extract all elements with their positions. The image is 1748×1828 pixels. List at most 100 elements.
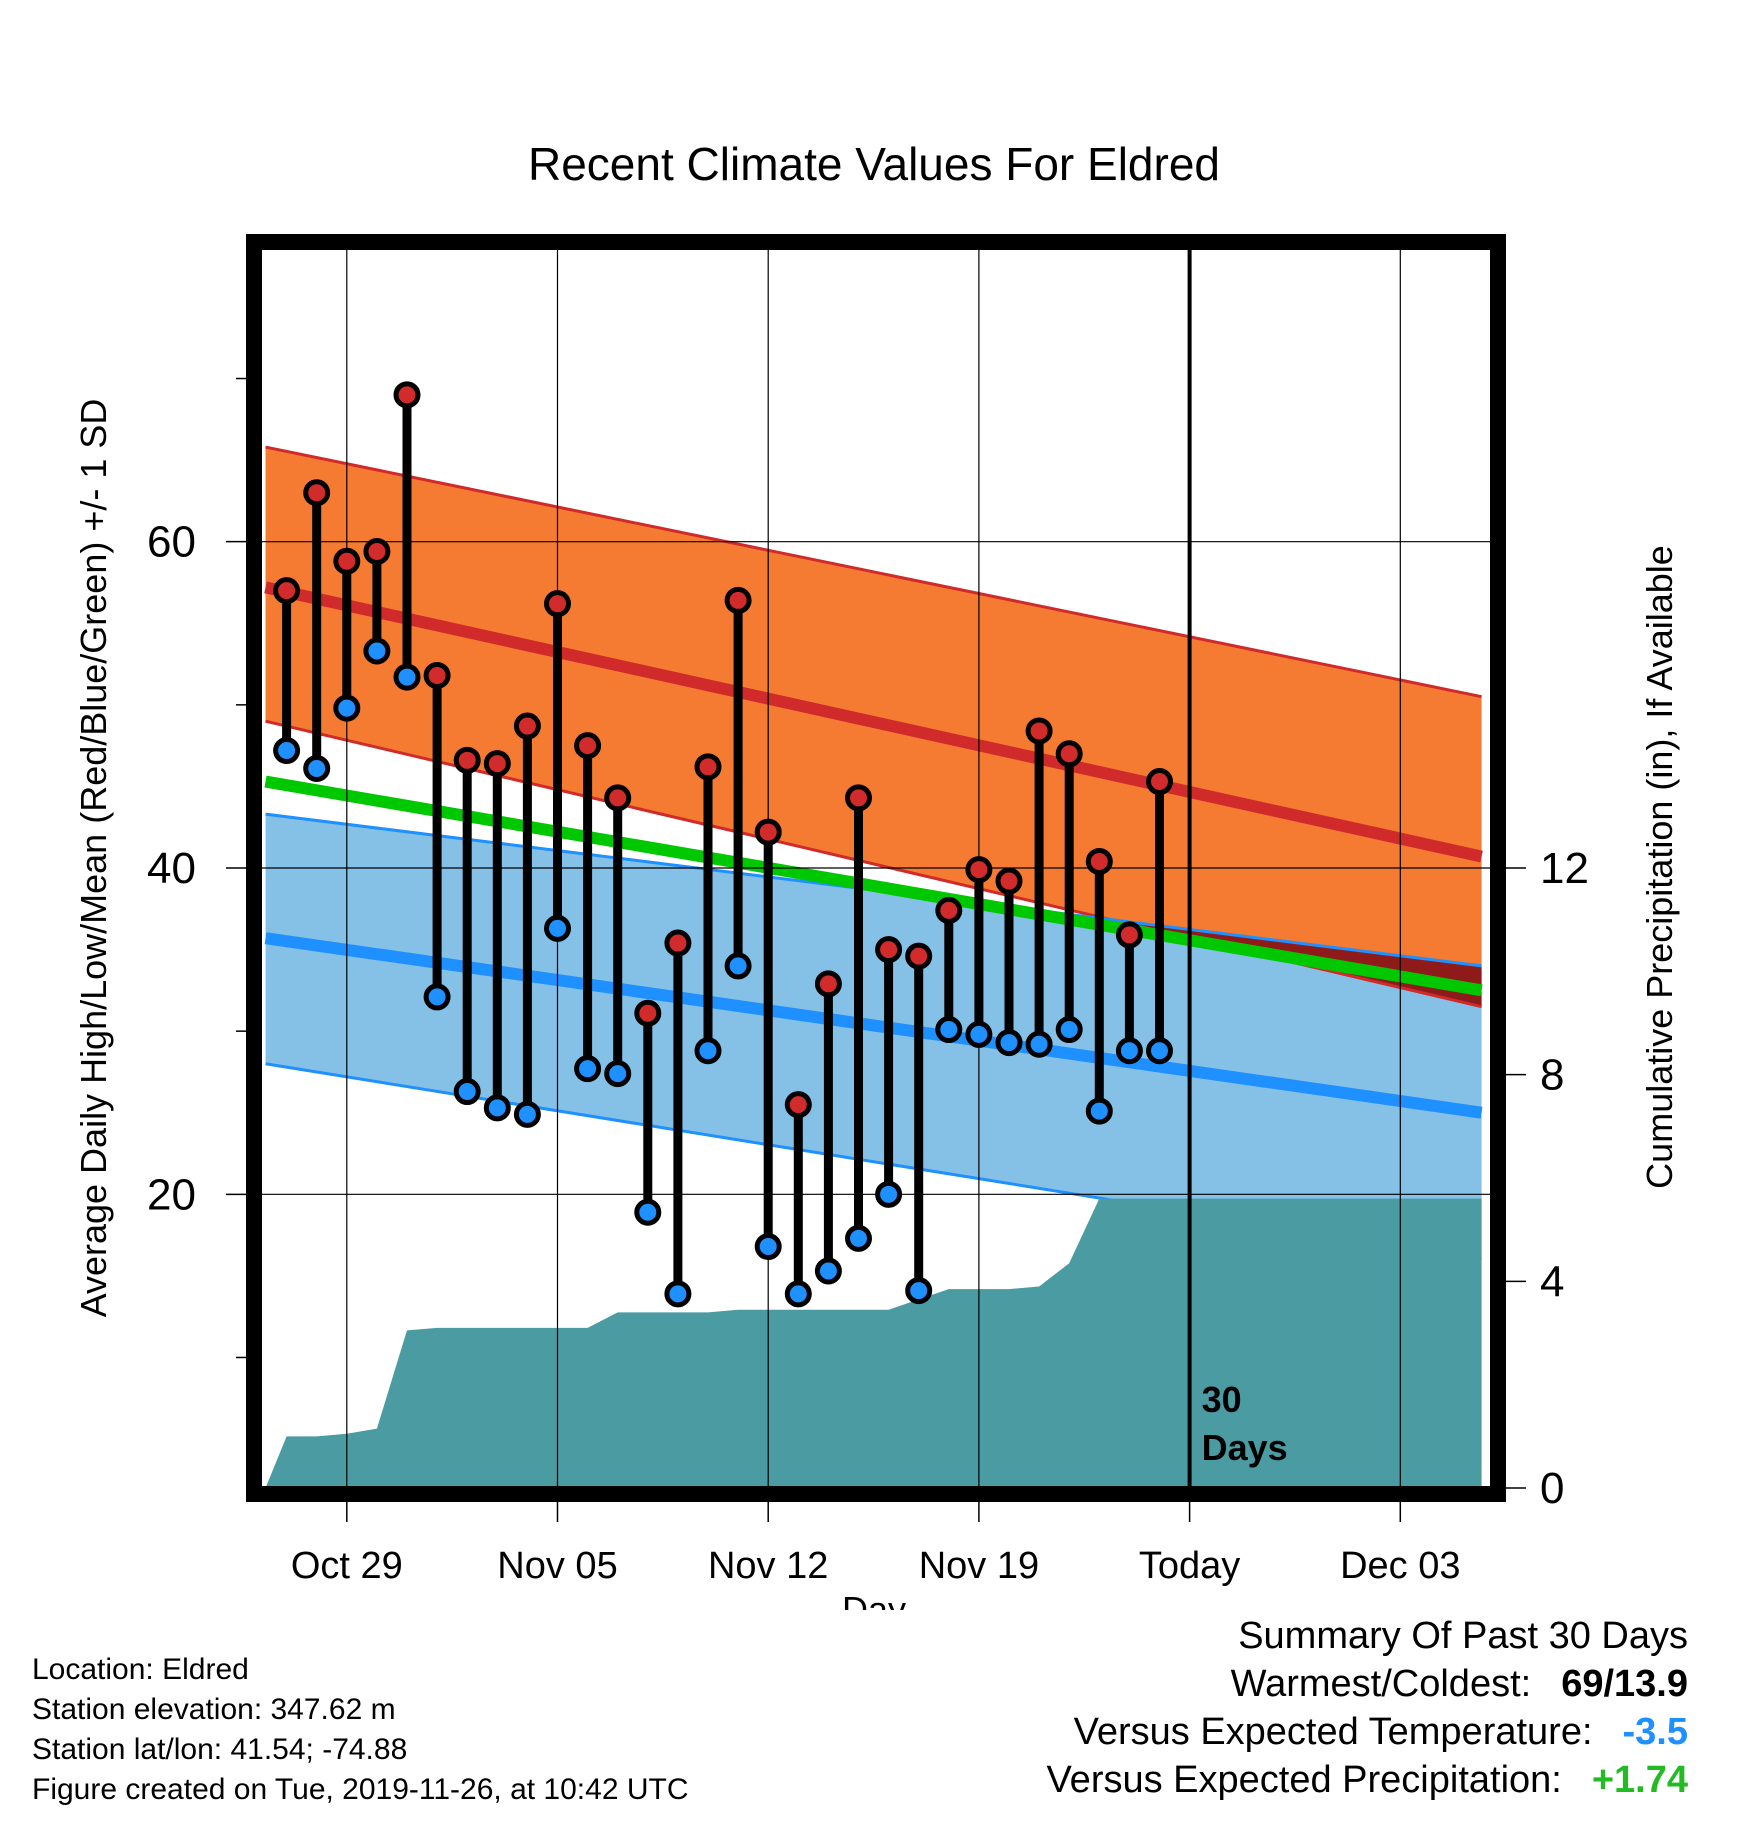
daily-high-point (784, 1091, 812, 1119)
daily-high-point (875, 936, 903, 964)
y2-axis-label: Cumulative Precipitation (in), If Availa… (1639, 545, 1680, 1189)
y-tick-label: 20 (147, 1170, 196, 1219)
daily-high-point (1025, 717, 1053, 745)
warmest-label: Warmest/Coldest: (1230, 1663, 1532, 1705)
daily-low-point (483, 1094, 511, 1122)
created-text: Figure created on Tue, 2019-11-26, at 10… (32, 1773, 689, 1806)
daily-high-point (905, 942, 933, 970)
temp-label: Versus Expected Temperature: (1073, 1711, 1593, 1753)
chart-title: Recent Climate Values For Eldred (528, 138, 1220, 190)
daily-high-point (574, 732, 602, 760)
x-tick-label: Nov 12 (708, 1545, 828, 1587)
temp-value: -3.5 (1622, 1711, 1688, 1753)
daily-high-point (363, 537, 391, 565)
elevation-text: Station elevation: 347.62 m (32, 1693, 396, 1726)
daily-high-point (664, 929, 692, 957)
y-tick-label: 60 (147, 518, 196, 567)
summary-precip-row: Versus Expected Precipitation: +1.74 (1046, 1756, 1688, 1804)
daily-low-point (995, 1029, 1023, 1057)
y-axis-label: Average Daily High/Low/Mean (Red/Blue/Gr… (73, 399, 114, 1318)
daily-low-point (1146, 1037, 1173, 1065)
daily-high-point (303, 479, 331, 507)
daily-high-point (935, 896, 963, 924)
daily-high-point (754, 818, 782, 846)
daily-high-point (513, 712, 541, 740)
y2-tick-label: 8 (1540, 1051, 1564, 1100)
plot-frame (246, 234, 1506, 1502)
daily-low-point (965, 1020, 993, 1048)
today-annotation-number: 30 (1202, 1379, 1242, 1420)
x-axis-label: Day (842, 1589, 906, 1610)
daily-low-point (754, 1233, 782, 1261)
daily-low-point (273, 737, 301, 765)
daily-high-point (604, 784, 632, 812)
daily-low-point (905, 1277, 933, 1305)
daily-low-point (634, 1198, 662, 1226)
daily-low-point (784, 1280, 812, 1308)
daily-high-point (544, 590, 571, 618)
daily-low-point (303, 754, 331, 782)
plot-area: 30 Days 20 40 60 0 4 8 12 Oct 29 Nov 05 Nov 12 Nov 1… (147, 234, 1589, 1587)
y2-tick-label: 0 (1540, 1464, 1564, 1513)
daily-high-point (273, 577, 301, 605)
y-tick-label: 40 (147, 844, 196, 893)
summary-title-text: Summary Of Past 30 Days (1238, 1615, 1688, 1657)
daily-low-point (1025, 1030, 1053, 1058)
daily-low-point (664, 1280, 692, 1308)
daily-high-point (333, 547, 361, 575)
daily-low-point (1055, 1016, 1083, 1044)
daily-low-point (363, 637, 391, 665)
daily-high-point (995, 867, 1023, 895)
latlon-text: Station lat/lon: 41.54; -74.88 (32, 1733, 408, 1766)
x-tick-label: Oct 29 (291, 1545, 403, 1587)
x-tick-label: Nov 19 (919, 1545, 1039, 1587)
daily-low-point (875, 1180, 903, 1208)
daily-low-point (393, 663, 421, 691)
daily-high-point (694, 753, 722, 781)
station-info: Location: Eldred Station elevation: 347.… (32, 1650, 689, 1810)
precip-value: +1.74 (1591, 1759, 1688, 1801)
daily-low-point (935, 1016, 963, 1044)
today-annotation-unit: Days (1202, 1427, 1288, 1468)
x-tick-label: Dec 03 (1340, 1545, 1460, 1587)
daily-high-point (634, 999, 662, 1027)
daily-low-point (694, 1037, 722, 1065)
daily-low-point (453, 1078, 481, 1106)
location-text: Location: Eldred (32, 1653, 249, 1686)
x-tick-label: Nov 05 (497, 1545, 617, 1587)
daily-low-point (544, 914, 571, 942)
daily-low-point (814, 1257, 842, 1285)
high-sd-upper-edge (265, 445, 1482, 699)
daily-high-point (845, 784, 872, 812)
summary-temp-row: Versus Expected Temperature: -3.5 (1046, 1708, 1688, 1756)
precip-area (265, 1198, 1482, 1488)
daily-high-point (1115, 921, 1143, 949)
x-tick-label: Today (1139, 1545, 1240, 1587)
normal-high-line (264, 581, 1483, 863)
daily-high-point (483, 750, 511, 778)
daily-high-point (393, 381, 421, 409)
daily-high-point (1085, 847, 1113, 875)
daily-low-point (333, 694, 361, 722)
daily-high-point (423, 661, 451, 689)
daily-low-point (604, 1060, 632, 1088)
daily-low-point (1115, 1037, 1143, 1065)
daily-high-point (965, 856, 993, 884)
daily-low-point (574, 1055, 602, 1083)
summary-warmest-row: Warmest/Coldest: 69/13.9 (1046, 1660, 1688, 1708)
daily-low-point (423, 983, 451, 1011)
warmest-value: 69/13.9 (1561, 1663, 1688, 1705)
precip-label: Versus Expected Precipitation: (1046, 1759, 1562, 1801)
daily-high-point (814, 970, 842, 998)
summary-panel: Summary Of Past 30 Days Warmest/Coldest:… (1046, 1612, 1688, 1804)
daily-low-point (724, 952, 752, 980)
summary-title: Summary Of Past 30 Days (1046, 1612, 1688, 1660)
daily-low-point (845, 1224, 872, 1252)
daily-low-point (1085, 1097, 1113, 1125)
climate-chart: Recent Climate Values For Eldred 30 Days 2… (73, 138, 1680, 1610)
y2-tick-label: 12 (1540, 844, 1589, 893)
daily-high-point (1055, 740, 1083, 768)
daily-high-point (1146, 768, 1173, 796)
daily-high-point (724, 586, 752, 614)
daily-high-point (453, 746, 481, 774)
